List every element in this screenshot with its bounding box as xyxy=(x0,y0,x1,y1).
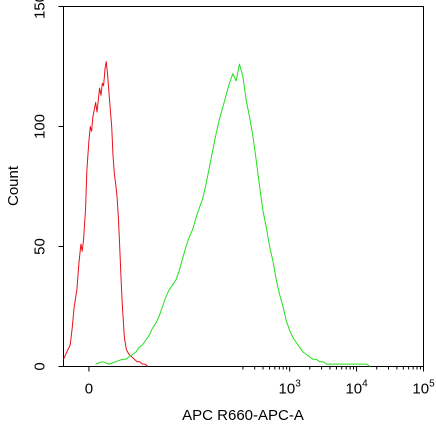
red-histogram-line xyxy=(63,61,149,367)
y-tick-label: 50 xyxy=(32,238,49,255)
x-tick-exponent: 4 xyxy=(362,379,368,390)
x-tick-label: 103 xyxy=(279,379,302,398)
x-axis-title: APC R660-APC-A xyxy=(182,407,304,424)
y-tick-label: 0 xyxy=(32,362,49,370)
y-tick-label: 100 xyxy=(32,114,49,139)
x-tick-label: 0 xyxy=(85,381,93,398)
x-tick-label: 105 xyxy=(412,379,435,398)
green-histogram-line xyxy=(95,63,371,367)
y-axis: 0 50 100 150 xyxy=(32,0,64,371)
y-tick-label: 150 xyxy=(32,0,49,19)
plot-frame xyxy=(63,6,424,367)
x-tick-base: 0 xyxy=(85,381,93,398)
y-axis-title: Count xyxy=(5,165,22,206)
x-tick-exponent: 3 xyxy=(295,379,301,390)
x-tick-base: 10 xyxy=(345,381,362,398)
x-axis: 0 103 104 105 xyxy=(85,366,435,398)
x-tick-label: 104 xyxy=(345,379,368,398)
series-layer xyxy=(63,61,371,367)
x-tick-base: 10 xyxy=(412,381,429,398)
x-tick-base: 10 xyxy=(279,381,296,398)
x-tick-exponent: 5 xyxy=(429,379,435,390)
